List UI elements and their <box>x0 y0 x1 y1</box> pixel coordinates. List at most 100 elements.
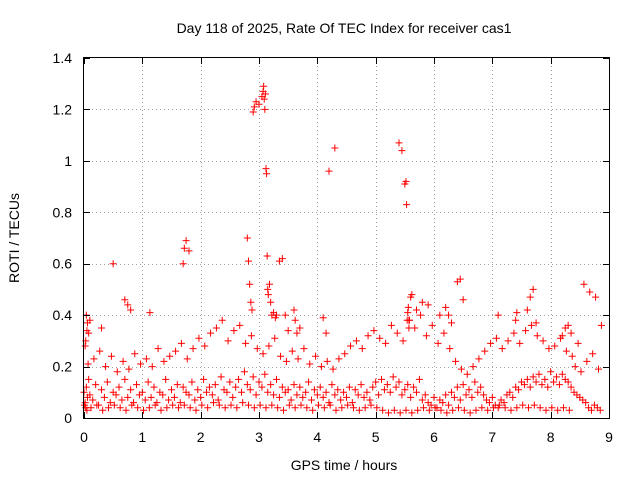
data-point <box>102 363 110 371</box>
data-point <box>385 409 392 417</box>
data-point <box>284 327 292 335</box>
data-point <box>227 401 235 409</box>
data-point <box>477 383 485 391</box>
data-point <box>551 342 559 350</box>
data-point <box>223 388 231 396</box>
data-point <box>504 337 512 345</box>
data-point <box>188 378 196 386</box>
data-point <box>525 404 532 412</box>
data-point <box>370 327 378 335</box>
data-point <box>319 393 327 401</box>
data-point <box>592 293 600 301</box>
data-point <box>260 95 268 103</box>
data-point <box>185 391 193 399</box>
data-point <box>443 409 451 417</box>
data-point <box>415 375 423 383</box>
data-point <box>250 103 258 111</box>
data-point <box>98 324 105 332</box>
data-point <box>239 399 247 407</box>
data-point <box>396 409 404 417</box>
data-point <box>459 381 467 389</box>
data-point <box>169 401 177 409</box>
data-point <box>261 370 269 378</box>
data-point <box>545 345 553 353</box>
data-point <box>329 365 337 373</box>
data-point <box>358 345 366 353</box>
data-point <box>103 378 111 386</box>
data-point <box>176 399 184 407</box>
data-point <box>273 375 280 383</box>
data-point <box>236 321 244 329</box>
data-point <box>340 388 348 396</box>
data-point <box>538 381 546 389</box>
data-point <box>256 401 264 409</box>
data-point <box>303 404 311 412</box>
data-point <box>389 373 397 381</box>
data-point <box>148 363 156 371</box>
data-point <box>267 381 275 389</box>
data-point <box>258 383 266 391</box>
data-point <box>296 324 304 332</box>
data-point <box>393 329 401 337</box>
data-point <box>442 391 450 399</box>
data-point <box>160 357 168 365</box>
data-point <box>560 404 567 412</box>
data-point <box>277 352 285 360</box>
data-point <box>562 347 570 355</box>
data-point <box>544 383 552 391</box>
data-point <box>574 339 582 347</box>
data-point <box>322 388 330 396</box>
data-point <box>463 370 471 378</box>
data-point <box>597 321 605 329</box>
data-point <box>205 383 213 391</box>
data-point <box>520 381 528 389</box>
data-point <box>583 357 591 365</box>
data-point <box>490 404 497 412</box>
data-point <box>367 401 375 409</box>
data-point <box>210 399 217 407</box>
data-point <box>85 375 93 383</box>
data-point <box>242 339 250 347</box>
data-point <box>507 406 515 414</box>
data-point <box>404 381 412 389</box>
data-point <box>142 355 150 363</box>
data-point <box>175 404 182 412</box>
data-point <box>448 319 455 327</box>
data-point <box>125 365 133 373</box>
data-point <box>280 406 287 414</box>
data-point <box>215 401 223 409</box>
data-point <box>480 391 488 399</box>
data-point <box>456 396 464 404</box>
data-point <box>347 342 355 350</box>
data-point <box>297 401 305 409</box>
data-point <box>99 406 107 414</box>
data-point <box>532 319 540 327</box>
data-point <box>439 399 447 407</box>
data-point <box>278 255 286 263</box>
data-point <box>264 291 272 299</box>
y-axis: 0 0.2 0.4 0.6 0.8 1 1.2 1.4 <box>53 50 609 426</box>
data-point <box>105 404 112 412</box>
data-point <box>261 90 269 98</box>
data-point <box>366 396 374 404</box>
y-tick-label: 0.8 <box>53 204 73 220</box>
data-point <box>407 393 415 401</box>
data-point <box>418 298 426 306</box>
y-tick-label: 0.2 <box>53 359 73 375</box>
data-point <box>484 406 492 414</box>
data-point <box>198 401 206 409</box>
data-point <box>255 378 263 386</box>
data-point <box>134 404 142 412</box>
data-point <box>262 404 270 412</box>
data-point <box>159 391 167 399</box>
data-point <box>313 391 321 399</box>
data-point <box>352 337 360 345</box>
data-point <box>263 252 271 260</box>
data-point <box>252 391 260 399</box>
data-point <box>180 244 188 252</box>
data-point <box>86 391 94 399</box>
data-point <box>364 332 372 340</box>
data-point <box>288 347 296 355</box>
data-point <box>308 396 315 404</box>
x-tick-label: 5 <box>372 429 380 445</box>
